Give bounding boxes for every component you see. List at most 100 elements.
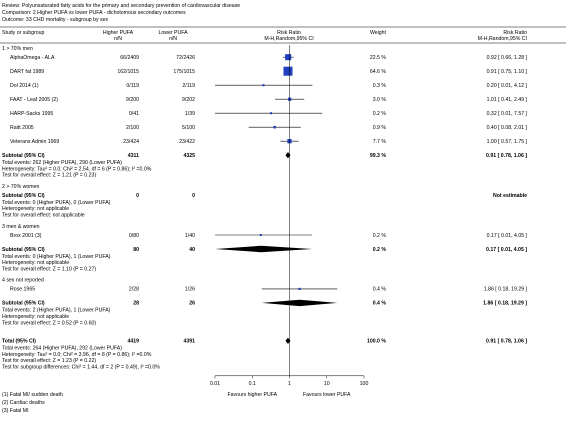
study-ctl-events: 175/1015 — [173, 69, 195, 75]
study-rr-ci: 0.20 [ 0.01, 4.12 ] — [487, 83, 528, 89]
study-name: DART fat 1989 — [10, 69, 44, 75]
subtotal-ctl-n: 4325 — [183, 153, 195, 159]
subtotal-ctl-n: 0 — [192, 193, 195, 199]
outcome-line: Outcome: 33 CHD mortality - subgroup by … — [2, 17, 109, 23]
col-rr-plot: Risk Ratio — [277, 30, 301, 36]
study-name: Rose 1965 — [10, 287, 35, 293]
summary-note: Test for subgroup differences: Chi² = 1.… — [2, 365, 160, 371]
study-ctl-events: 1/39 — [185, 111, 195, 117]
subtotal-rr-ci: 0.91 [ 0.78, 1.06 ] — [486, 153, 527, 159]
study-name: Dol 2014 (1) — [10, 83, 39, 89]
subtotal-rr-ci: 1.86 [ 0.18, 19.29 ] — [483, 301, 527, 307]
study-exp-events: 66/2409 — [120, 55, 139, 61]
subtotal-diamond — [261, 299, 338, 307]
study-rr-ci: 0.92 [ 0.66, 1.28 ] — [487, 55, 528, 61]
study-weight: 0.2 % — [373, 111, 387, 117]
total-ctl-n: 4391 — [183, 339, 195, 345]
subgroup-heading: 4 sex not reported — [2, 278, 44, 284]
study-name: AlphaOmega - ALA — [10, 55, 55, 61]
study-name: HARP-Sacks 1995 — [10, 111, 53, 117]
summary-note: Total events: 2 (Higher PUFA), 1 (Lower … — [2, 308, 111, 314]
total-exp-n: 4419 — [127, 339, 139, 345]
x-tick-label: 10 — [324, 381, 330, 387]
study-weight: 0.9 % — [373, 125, 387, 131]
study-exp-events: 0/41 — [129, 111, 139, 117]
total-rr-ci: 0.91 [ 0.78, 1.06 ] — [486, 339, 527, 345]
effect-square — [262, 84, 265, 87]
summary-note: Heterogeneity: Tau² = 0.0; Chi² = 2.54, … — [2, 166, 152, 172]
study-ctl-events: 23/422 — [179, 139, 195, 145]
effect-square — [283, 66, 293, 76]
x-tick-label: 0.1 — [249, 381, 256, 387]
footnote-1: (1) Fatal MI/ sudden death — [2, 392, 63, 398]
subtotal-exp-n: 80 — [133, 247, 139, 253]
subtotal-weight: 99.3 % — [370, 153, 387, 159]
study-ctl-events: 72/2426 — [176, 55, 195, 61]
effect-square — [285, 54, 292, 61]
x-tick-label: 1 — [288, 381, 291, 387]
study-ctl-events: 5/100 — [182, 125, 195, 131]
study-name: Raitt 2005 — [10, 125, 34, 131]
col-study: Study or subgroup — [2, 30, 45, 36]
footnote-2: (2) Cardiac deaths — [2, 400, 45, 406]
subtotal-label: Subtotal (95% CI) — [2, 247, 45, 253]
total-diamond — [285, 337, 291, 344]
rows-layer: 1 > 70% men AlphaOmega - ALA 66/2409 72/242… — [2, 46, 528, 371]
column-headers: Study or subgroup Higher PUFA n/N Lower … — [2, 30, 527, 42]
summary-note: Heterogeneity: not applicable — [2, 260, 69, 266]
subtotal-exp-n: 28 — [133, 301, 139, 307]
study-rr-ci: 1.01 [ 0.41, 2.49 ] — [487, 97, 528, 103]
review-line: Review: Polyunsaturated fatty acids for … — [2, 3, 240, 9]
study-rr-ci: 0.32 [ 0.01, 7.57 ] — [487, 111, 528, 117]
axis-layer: 0.01 0.1 1 10 100 Favours higher PUFA Favours … — [210, 45, 368, 398]
summary-note: Test for overall effect: Z = 1.21 (P = 0… — [2, 173, 96, 179]
study-exp-events: 0/80 — [129, 233, 139, 239]
subgroup-heading: 3 men & women — [2, 224, 40, 230]
study-rr-ci: 0.91 [ 0.75, 1.10 ] — [487, 69, 528, 75]
footnotes: (1) Fatal MI/ sudden death (2) Cardiac d… — [2, 392, 63, 414]
study-weight: 64.6 % — [370, 69, 387, 75]
study-weight: 0.4 % — [373, 287, 387, 293]
effect-square — [273, 125, 276, 129]
effect-square — [259, 233, 262, 237]
subtotal-exp-n: 4311 — [128, 153, 139, 159]
study-name: Veterans Admin 1969 — [10, 139, 59, 145]
summary-note: Heterogeneity: not applicable — [2, 206, 69, 212]
study-name: Brox 2001 (3) — [10, 233, 42, 239]
effect-square — [298, 287, 301, 291]
study-exp-events: 2/100 — [126, 125, 139, 131]
study-ctl-events: 9/202 — [182, 97, 195, 103]
study-rr-ci: 0.40 [ 0.08, 2.01 ] — [487, 125, 528, 131]
subtotal-ctl-n: 26 — [189, 301, 195, 307]
subtotal-label: Subtotal (95% CI) — [2, 301, 45, 307]
summary-note: Test for overall effect: Z = 0.52 (P = 0… — [2, 320, 96, 326]
favours-right-label: Favours lower PUFA — [303, 392, 351, 398]
col-rr-text: Risk Ratio — [503, 30, 527, 36]
study-exp-events: 23/424 — [123, 139, 139, 145]
study-exp-events: 162/1015 — [117, 69, 139, 75]
comparison-line: Comparison: 2 Higher PUFA vs lower PUFA … — [2, 10, 186, 16]
summary-note: Total events: 262 (Higher PUFA), 290 (Lo… — [2, 160, 122, 166]
study-exp-events: 0/119 — [126, 83, 139, 89]
study-exp-events: 2/28 — [129, 287, 139, 293]
col-exp: Higher PUFA — [103, 30, 134, 36]
header-block: Review: Polyunsaturated fatty acids for … — [2, 3, 240, 23]
summary-note: Heterogeneity: Tau² = 0.0; Chi² = 3.96, … — [2, 352, 152, 358]
total-label: Total (95% CI) — [2, 339, 36, 345]
subtotal-label: Subtotal (95% CI) — [2, 193, 45, 199]
study-weight: 3.0 % — [373, 97, 387, 103]
footnote-3: (3) Fatal MI — [2, 408, 29, 414]
study-name: FAAT - Leaf 2005 (2) — [10, 97, 58, 103]
x-tick-label: 100 — [360, 381, 369, 387]
study-rr-ci: 1.86 [ 0.18, 19.29 ] — [484, 287, 528, 293]
col-ctl: Lower PUFA — [158, 30, 188, 36]
summary-note: Total events: 264 (Higher PUFA), 292 (Lo… — [2, 346, 122, 352]
study-rr-ci: 0.17 [ 0.01, 4.05 ] — [487, 233, 528, 239]
subgroup-heading: 1 > 70% men — [2, 46, 33, 52]
study-ctl-events: 2/119 — [182, 83, 195, 89]
col-rr-text-sub: M-H,Random,95% CI — [478, 36, 527, 42]
study-rr-ci: 1.00 [ 0.57, 1.75 ] — [487, 139, 528, 145]
summary-note: Test for overall effect: Z = 1.23 (P = 0… — [2, 358, 96, 364]
subtotal-exp-n: 0 — [136, 193, 139, 199]
